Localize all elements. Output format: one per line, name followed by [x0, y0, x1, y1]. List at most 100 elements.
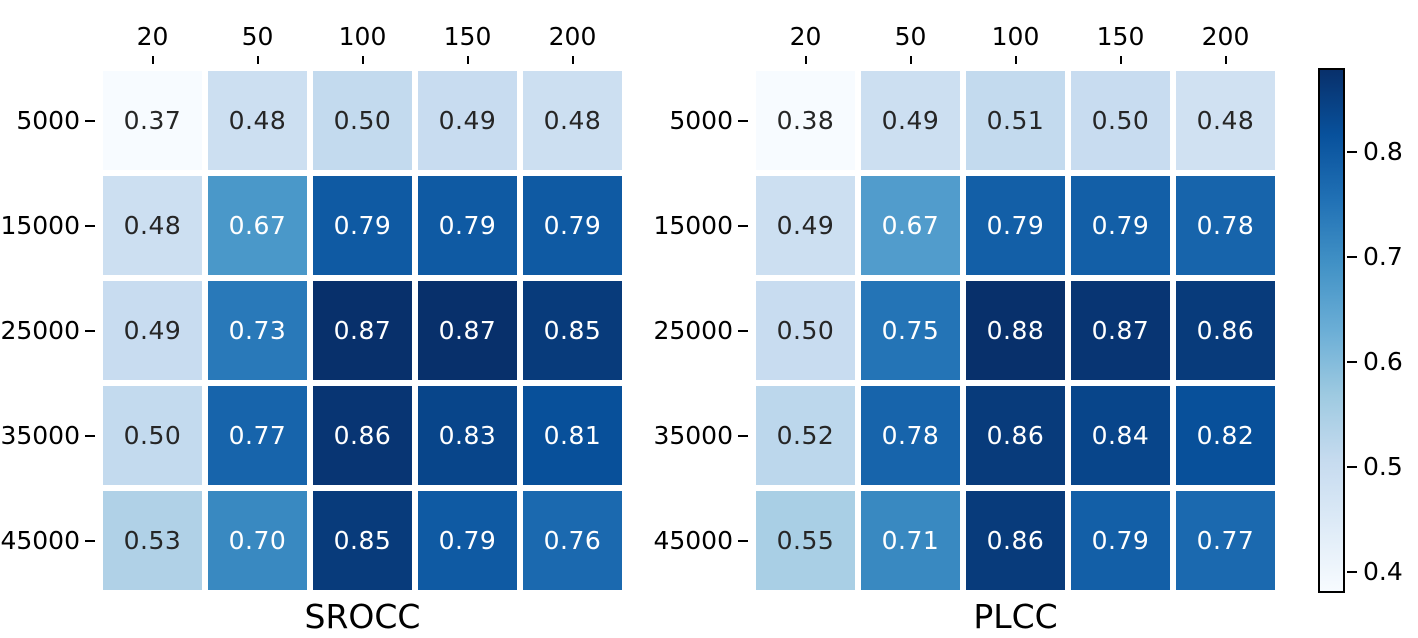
heatmap-cell: 0.49: [756, 176, 855, 275]
cell-value: 0.49: [881, 106, 940, 135]
cell-value: 0.79: [333, 211, 392, 240]
cell-value: 0.82: [1196, 421, 1255, 450]
cell-value: 0.49: [776, 211, 835, 240]
heatmap-cell: 0.77: [208, 386, 307, 485]
cell-value: 0.50: [1091, 106, 1150, 135]
y-tick-mark: [85, 539, 95, 542]
y-tick-mark: [738, 434, 748, 437]
heatmap-cell: 0.87: [313, 281, 412, 380]
heatmap-cell: 0.75: [861, 281, 960, 380]
cell-value: 0.49: [438, 106, 497, 135]
colorbar-tick-mark: [1347, 361, 1357, 363]
x-tick-mark: [151, 56, 154, 64]
y-tick-label: 15000: [653, 210, 733, 240]
colorbar-tick-label: 0.4: [1363, 557, 1403, 586]
x-tick-label: 100: [991, 22, 1040, 51]
heatmap-cell: 0.48: [1176, 71, 1275, 170]
heatmap-cell: 0.52: [756, 386, 855, 485]
heatmap-cell: 0.49: [103, 281, 202, 380]
y-tick-mark: [85, 224, 95, 227]
x-tick-label: 200: [548, 22, 597, 51]
heatmap-cell: 0.81: [523, 386, 622, 485]
cell-value: 0.86: [986, 526, 1045, 555]
y-tick-label: 35000: [0, 420, 80, 450]
heatmap-cell: 0.50: [103, 386, 202, 485]
plcc-heatmap: 20 50 100 150 200 5000 15000 25000 35000 45000 0.3…: [653, 22, 1275, 590]
cell-value: 0.51: [986, 106, 1045, 135]
x-tick-label: 200: [1201, 22, 1250, 51]
cell-value: 0.86: [986, 421, 1045, 450]
cell-value: 0.55: [776, 526, 835, 555]
cell-value: 0.49: [123, 316, 182, 345]
cell-value: 0.79: [1091, 526, 1150, 555]
cell-value: 0.79: [1091, 211, 1150, 240]
x-tick-mark: [256, 56, 259, 64]
x-tick-label: 50: [894, 22, 927, 51]
x-tick-mark: [361, 56, 364, 64]
heatmap-cell: 0.71: [861, 491, 960, 590]
heatmap-cell: 0.79: [523, 176, 622, 275]
colorbar-tick-label: 0.5: [1363, 452, 1403, 481]
heatmap-cell: 0.48: [103, 176, 202, 275]
heatmap-cell: 0.50: [756, 281, 855, 380]
heatmap-cell: 0.49: [861, 71, 960, 170]
colorbar-tick-label: 0.6: [1363, 347, 1403, 376]
srocc-axis-title: SROCC: [304, 597, 421, 636]
cell-value: 0.53: [123, 526, 182, 555]
y-tick-label: 25000: [0, 315, 80, 345]
x-tick-label: 150: [443, 22, 492, 51]
y-tick-label: 45000: [653, 525, 733, 555]
heatmap-cell: 0.50: [1071, 71, 1170, 170]
cell-value: 0.77: [228, 421, 287, 450]
heatmap-cell: 0.55: [756, 491, 855, 590]
heatmap-cell: 0.79: [418, 491, 517, 590]
heatmap-cell: 0.70: [208, 491, 307, 590]
cell-value: 0.83: [438, 421, 497, 450]
x-tick-mark: [804, 56, 807, 64]
cell-value: 0.71: [881, 526, 940, 555]
heatmap-cell: 0.50: [313, 71, 412, 170]
colorbar: [1318, 68, 1345, 593]
heatmap-cell: 0.79: [966, 176, 1065, 275]
heatmap-cell: 0.79: [313, 176, 412, 275]
x-tick-label: 20: [789, 22, 822, 51]
cell-value: 0.87: [1091, 316, 1150, 345]
cell-value: 0.67: [228, 211, 287, 240]
cell-value: 0.50: [333, 106, 392, 135]
heatmap-cell: 0.82: [1176, 386, 1275, 485]
heatmap-cell: 0.86: [966, 386, 1065, 485]
heatmap-cell: 0.76: [523, 491, 622, 590]
cell-value: 0.87: [333, 316, 392, 345]
colorbar-tick-mark: [1347, 256, 1357, 258]
heatmap-cell: 0.85: [313, 491, 412, 590]
y-tick-label: 15000: [0, 210, 80, 240]
cell-value: 0.86: [333, 421, 392, 450]
cell-value: 0.77: [1196, 526, 1255, 555]
cell-value: 0.48: [123, 211, 182, 240]
y-tick-mark: [85, 119, 95, 122]
y-tick-mark: [738, 539, 748, 542]
heatmap-cell: 0.78: [1176, 176, 1275, 275]
cell-value: 0.50: [776, 316, 835, 345]
x-tick-mark: [909, 56, 912, 64]
cell-value: 0.52: [776, 421, 835, 450]
srocc-heatmap: 20 50 100 150 200 5000 15000 25000 35000 45000 0.3…: [0, 22, 622, 590]
x-tick-mark: [571, 56, 574, 64]
y-tick-mark: [85, 434, 95, 437]
heatmap-cell: 0.48: [523, 71, 622, 170]
y-tick-mark: [738, 119, 748, 122]
cell-value: 0.75: [881, 316, 940, 345]
heatmap-cell: 0.53: [103, 491, 202, 590]
x-tick-mark: [1119, 56, 1122, 64]
x-tick-mark: [466, 56, 469, 64]
y-tick-mark: [85, 329, 95, 332]
heatmap-cell: 0.87: [418, 281, 517, 380]
heatmap-cell: 0.49: [418, 71, 517, 170]
x-tick-label: 20: [136, 22, 169, 51]
plcc-axis-title: PLCC: [973, 597, 1058, 636]
heatmap-cell: 0.78: [861, 386, 960, 485]
x-tick-label: 50: [241, 22, 274, 51]
x-tick-mark: [1224, 56, 1227, 64]
heatmap-cell: 0.73: [208, 281, 307, 380]
heatmap-cell: 0.84: [1071, 386, 1170, 485]
